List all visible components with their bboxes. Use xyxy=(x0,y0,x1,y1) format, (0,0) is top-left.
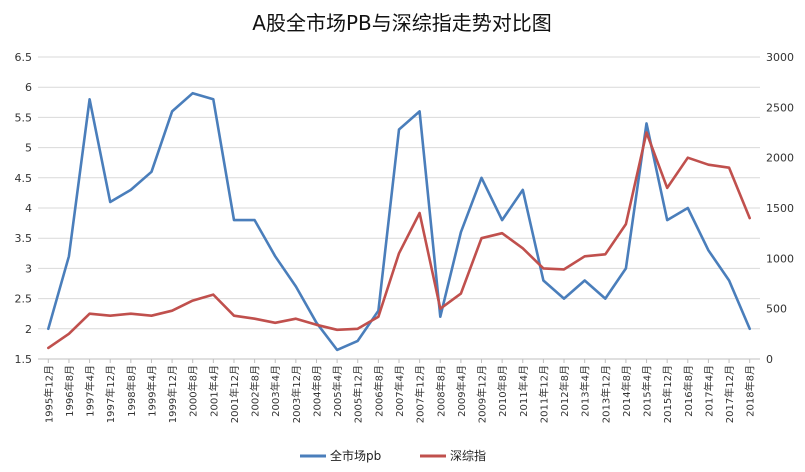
y-left-tick-label: 5.5 xyxy=(15,111,33,124)
x-tick-label: 2001年4月 xyxy=(207,365,220,417)
x-tick-label: 1997年12月 xyxy=(104,365,117,423)
y-left-tick-label: 2 xyxy=(25,323,32,336)
x-tick-label: 2006年8月 xyxy=(372,365,385,417)
legend: 全市场pb 深综指 xyxy=(300,448,486,463)
x-tick-label: 1999年12月 xyxy=(166,365,179,423)
x-tick-label: 2000年8月 xyxy=(187,365,200,417)
x-tick-label: 1996年8月 xyxy=(63,365,76,417)
x-tick-label: 2013年4月 xyxy=(579,365,592,417)
x-tick-label: 2005年4月 xyxy=(331,365,344,417)
x-tick-label: 2005年12月 xyxy=(352,365,365,423)
x-tick-label: 2002年8月 xyxy=(249,365,262,417)
y-right-tick-label: 2000 xyxy=(766,152,794,165)
y-right-tick-label: 500 xyxy=(766,303,787,316)
x-tick-label: 1999年4月 xyxy=(145,365,158,417)
y-left-tick-label: 3.5 xyxy=(15,232,33,245)
x-tick-label: 2007年12月 xyxy=(414,365,427,423)
y-left-tick-label: 4 xyxy=(25,202,32,215)
x-tick-label: 2003年12月 xyxy=(290,365,303,423)
y-right-tick-label: 1500 xyxy=(766,202,794,215)
gridlines xyxy=(38,56,760,360)
x-tick-label: 1995年12月 xyxy=(42,365,55,423)
legend-label: 全市场pb xyxy=(330,448,381,463)
x-tick-label: 2009年4月 xyxy=(455,365,468,417)
x-tick-label: 2001年12月 xyxy=(228,365,241,423)
x-tick-label: 2012年8月 xyxy=(558,365,571,417)
y-left-tick-label: 4.5 xyxy=(15,172,33,185)
series-lines xyxy=(46,91,752,352)
y-right-tick-label: 3000 xyxy=(766,51,794,64)
y-left-tick-label: 5 xyxy=(25,142,32,155)
x-tick-label: 2018年8月 xyxy=(744,365,757,417)
axes: 1.5 2 2.5 3 3.5 4 4.5 5 5.5 6 6.5 0 500 1000 1500 2000 2… xyxy=(15,51,795,423)
x-tick-label: 2004年8月 xyxy=(310,365,323,417)
x-tick-label: 1997年4月 xyxy=(84,365,97,417)
y-left-tick-label: 6.5 xyxy=(15,51,33,64)
y-right-tick-label: 2500 xyxy=(766,101,794,114)
chart-title: A股全市场PB与深综指走势对比图 xyxy=(252,11,551,35)
x-tick-label: 2011年12月 xyxy=(537,365,550,423)
x-tick-label: 2015年4月 xyxy=(641,365,654,417)
legend-label: 深综指 xyxy=(450,448,486,463)
y-left-tick-label: 1.5 xyxy=(15,353,33,366)
x-tick-label: 2014年8月 xyxy=(620,365,633,417)
x-tick-label: 2017年12月 xyxy=(723,365,736,423)
y-left-tick-label: 6 xyxy=(25,81,32,94)
y-left-tick-label: 2.5 xyxy=(15,293,33,306)
x-tick-label: 2017年4月 xyxy=(702,365,715,417)
x-tick-label: 2013年12月 xyxy=(599,365,612,423)
x-tick-label: 2010年8月 xyxy=(496,365,509,417)
x-tick-label: 1998年8月 xyxy=(125,365,138,417)
x-tick-label: 2003年4月 xyxy=(269,365,282,417)
y-right-tick-label: 0 xyxy=(766,353,773,366)
x-tick-label: 2016年8月 xyxy=(682,365,695,417)
x-tick-label: 2009年12月 xyxy=(476,365,489,423)
y-right-tick-label: 1000 xyxy=(766,252,794,265)
x-tick-label: 2008年8月 xyxy=(434,365,447,417)
x-tick-label: 2007年4月 xyxy=(393,365,406,417)
x-tick-label: 2015年12月 xyxy=(661,365,674,423)
series-line-pb xyxy=(46,91,752,352)
y-left-tick-label: 3 xyxy=(25,262,32,275)
x-tick-label: 2011年4月 xyxy=(517,365,530,417)
